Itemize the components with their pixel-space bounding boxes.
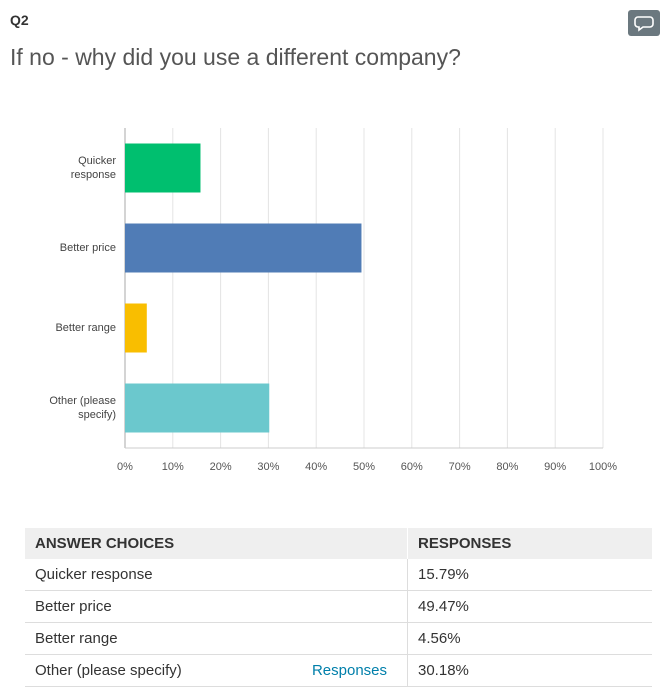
question-number: Q2 [10, 12, 29, 28]
response: 15.79% [407, 559, 652, 591]
response: 30.18% [407, 654, 652, 687]
x-tick-label: 40% [305, 461, 327, 473]
question-title: If no - why did you use a different comp… [10, 44, 461, 70]
x-tick-label: 100% [589, 461, 617, 473]
x-tick-label: 80% [496, 461, 518, 473]
bar [125, 383, 270, 433]
y-tick-label: Other (please specify) [49, 395, 116, 421]
x-tick-label: 60% [401, 461, 423, 473]
column-header: RESPONSES [407, 528, 652, 559]
response: 49.47% [407, 590, 652, 623]
comment-icon [634, 16, 654, 32]
bar [125, 303, 147, 353]
bar [125, 143, 201, 193]
choice: Other (please specify) [35, 662, 182, 679]
x-tick-label: 90% [544, 461, 566, 473]
response: 4.56% [407, 622, 652, 655]
y-tick-label: Quicker response [70, 155, 116, 181]
x-tick-label: 70% [449, 461, 471, 473]
chart: 0% 10% 20% 30% 40% 50% 60% 70% 80% 90% 100% [117, 128, 617, 473]
x-tick-label: 0% [117, 461, 133, 473]
x-tick-label: 10% [162, 461, 184, 473]
answer-table: ANSWER CHOICES RESPONSES Quicker response… [25, 528, 652, 687]
bar [125, 223, 362, 273]
choice: Quicker response [25, 559, 408, 591]
choice-cell: Other (please specify) Responses [25, 654, 408, 687]
comment-button[interactable] [628, 10, 660, 36]
y-tick-label: Better range [55, 322, 116, 334]
x-tick-label: 30% [257, 461, 279, 473]
responses-link[interactable]: Responses [311, 662, 387, 679]
choice: Better range [25, 622, 408, 655]
x-tick-label: 50% [353, 461, 375, 473]
x-tick-label: 20% [210, 461, 232, 473]
column-header: ANSWER CHOICES [25, 528, 408, 559]
y-tick-label: Better price [59, 242, 116, 254]
choice: Better price [25, 590, 408, 623]
